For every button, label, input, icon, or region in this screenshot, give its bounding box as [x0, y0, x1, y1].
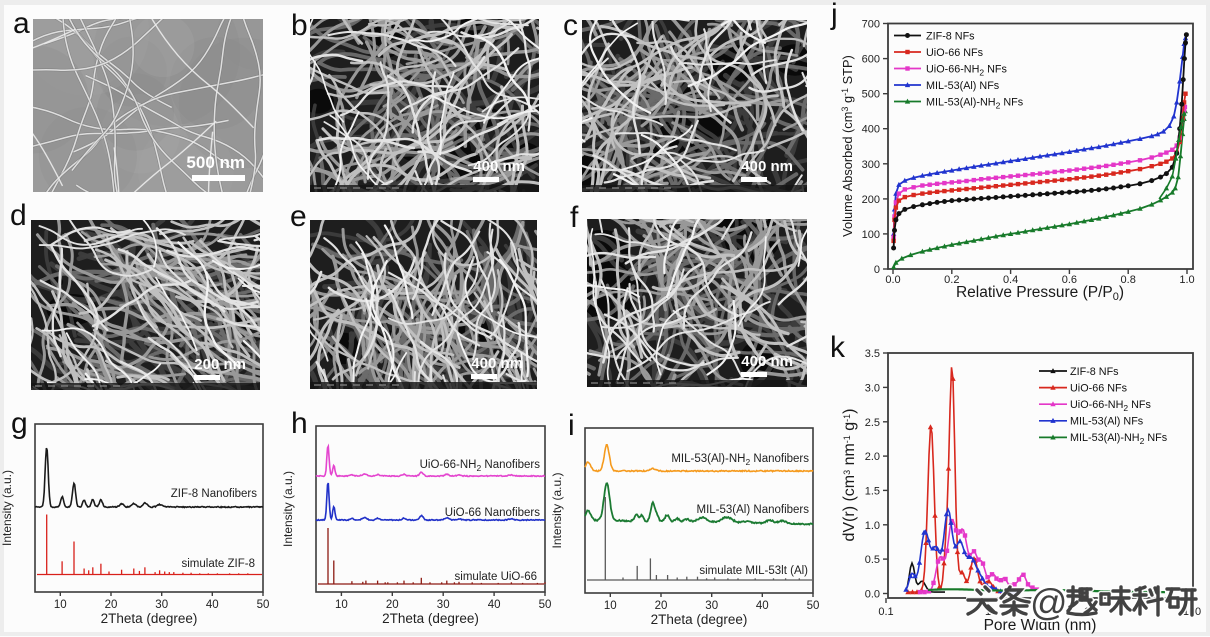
svg-text:Relative Pressure (P/P0): Relative Pressure (P/P0): [956, 284, 1124, 303]
svg-text:2.0: 2.0: [865, 451, 880, 463]
svg-text:0.0: 0.0: [865, 589, 880, 601]
svg-text:400 nm: 400 nm: [741, 158, 793, 175]
svg-text:0.4: 0.4: [1003, 274, 1018, 286]
svg-text:40: 40: [756, 600, 769, 612]
svg-text:MIL-53(Al) NFs: MIL-53(Al) NFs: [1070, 416, 1144, 428]
svg-text:30: 30: [705, 600, 718, 612]
svg-text:3.5: 3.5: [865, 348, 880, 360]
svg-text:400 nm: 400 nm: [471, 355, 523, 372]
svg-text:@: @: [1030, 582, 1068, 622]
svg-text:400 nm: 400 nm: [473, 158, 525, 175]
svg-text:Volume Absorbed (cm3 g-1 STP): Volume Absorbed (cm3 g-1 STP): [840, 55, 855, 237]
svg-text:700: 700: [862, 19, 880, 31]
svg-text:30: 30: [155, 599, 168, 611]
svg-text:100: 100: [862, 229, 880, 241]
svg-text:Intensity (a.u.): Intensity (a.u.): [281, 471, 295, 547]
svg-text:50: 50: [257, 599, 270, 611]
svg-text:400: 400: [862, 124, 880, 136]
svg-text:1.5: 1.5: [865, 485, 880, 497]
svg-text:2Theta (degree): 2Theta (degree): [651, 612, 748, 627]
svg-text:600: 600: [862, 54, 880, 66]
svg-text:50: 50: [539, 599, 552, 611]
svg-text:500 nm: 500 nm: [186, 153, 245, 172]
svg-text:MIL-53(Al) NFs: MIL-53(Al) NFs: [926, 80, 1000, 92]
svg-text:20: 20: [655, 600, 668, 612]
svg-text:0: 0: [874, 264, 880, 276]
svg-text:Intensity (a.u.): Intensity (a.u.): [0, 470, 14, 546]
svg-text:UiO-66 NFs: UiO-66 NFs: [926, 47, 984, 59]
svg-text:200: 200: [862, 194, 880, 206]
svg-text:MIL-53(Al)-NH2 NFs: MIL-53(Al)-NH2 NFs: [926, 96, 1024, 110]
svg-text:2.5: 2.5: [865, 417, 880, 429]
svg-text:300: 300: [862, 159, 880, 171]
svg-text:MIL-53(Al) Nanofibers: MIL-53(Al) Nanofibers: [697, 504, 810, 516]
svg-text:UiO-66-NH2 NFs: UiO-66-NH2 NFs: [926, 63, 1008, 77]
svg-text:10: 10: [54, 599, 67, 611]
svg-text:500: 500: [862, 89, 880, 101]
svg-text:50: 50: [807, 600, 820, 612]
svg-text:Pore Width (nm): Pore Width (nm): [984, 617, 1097, 634]
svg-text:30: 30: [437, 599, 450, 611]
svg-text:UiO-66-NH2 Nanofibers: UiO-66-NH2 Nanofibers: [420, 459, 541, 473]
svg-text:dV(r) (cm3 nm-1 g-1): dV(r) (cm3 nm-1 g-1): [841, 408, 858, 541]
svg-text:simulate ZIF-8: simulate ZIF-8: [182, 558, 256, 570]
svg-text:0.8: 0.8: [1121, 274, 1136, 286]
svg-text:3.0: 3.0: [865, 382, 880, 394]
svg-text:0.6: 0.6: [1062, 274, 1077, 286]
svg-text:0.5: 0.5: [865, 554, 880, 566]
svg-text:40: 40: [488, 599, 501, 611]
svg-text:10: 10: [335, 599, 348, 611]
svg-text:1.0: 1.0: [865, 520, 880, 532]
svg-text:@: @: [1030, 582, 1068, 622]
svg-text:ZIF-8 NFs: ZIF-8 NFs: [1070, 366, 1119, 378]
svg-text:1.0: 1.0: [1179, 274, 1194, 286]
svg-text:Intensity (a.u.): Intensity (a.u.): [550, 472, 564, 548]
svg-text:UiO-66 Nanofibers: UiO-66 Nanofibers: [445, 507, 540, 519]
svg-text:2Theta (degree): 2Theta (degree): [101, 611, 198, 626]
svg-text:10: 10: [604, 600, 617, 612]
svg-text:ZIF-8 NFs: ZIF-8 NFs: [926, 30, 975, 42]
svg-text:400 nm: 400 nm: [741, 353, 793, 370]
svg-text:200 nm: 200 nm: [194, 356, 246, 373]
svg-text:20: 20: [386, 599, 399, 611]
svg-text:UiO-66 NFs: UiO-66 NFs: [1070, 382, 1128, 394]
svg-text:UiO-66-NH2 NFs: UiO-66-NH2 NFs: [1070, 399, 1152, 413]
svg-text:20: 20: [105, 599, 118, 611]
svg-text:40: 40: [206, 599, 219, 611]
svg-text:0.2: 0.2: [944, 274, 959, 286]
svg-text:simulate UiO-66: simulate UiO-66: [455, 571, 537, 583]
svg-text:MIL-53(Al)-NH2 Nanofibers: MIL-53(Al)-NH2 Nanofibers: [671, 453, 809, 467]
svg-text:0.1: 0.1: [878, 606, 893, 618]
svg-text:simulate MIL-53lt (Al): simulate MIL-53lt (Al): [699, 565, 808, 577]
svg-text:0.0: 0.0: [885, 274, 900, 286]
svg-text:ZIF-8 Nanofibers: ZIF-8 Nanofibers: [171, 488, 258, 500]
svg-text:2Theta (degree): 2Theta (degree): [382, 611, 479, 626]
svg-text:MIL-53(Al)-NH2 NFs: MIL-53(Al)-NH2 NFs: [1070, 432, 1168, 446]
